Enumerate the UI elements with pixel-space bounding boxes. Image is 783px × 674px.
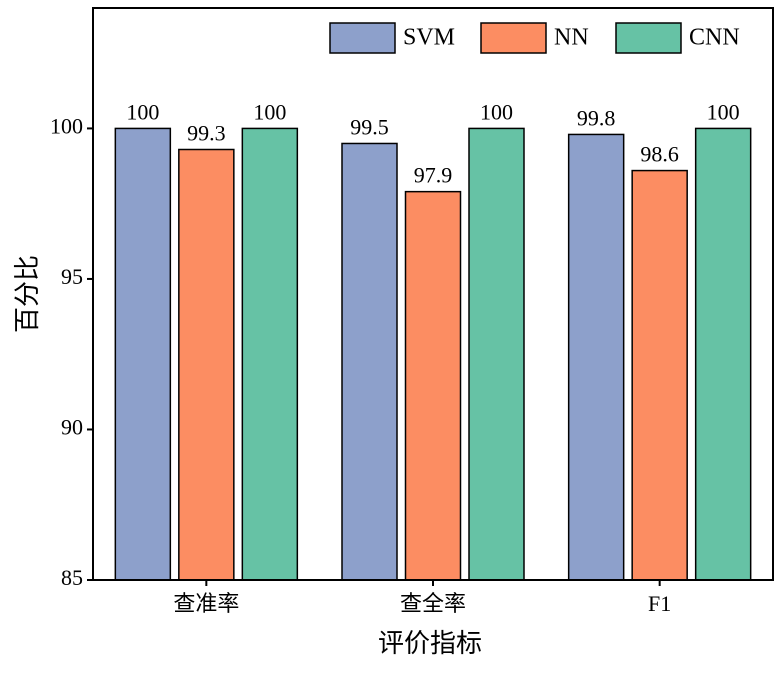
bar: [341, 142, 398, 581]
value-label: 100: [480, 99, 513, 124]
plot-frame: [92, 7, 774, 581]
x-tick-label: F1: [648, 591, 671, 616]
bar: [114, 127, 172, 581]
value-label: 99.3: [187, 121, 226, 146]
x-tick-label: 查准率: [173, 591, 239, 616]
y-tick-label: 95: [61, 264, 83, 289]
value-label: 99.8: [577, 105, 616, 130]
legend-label: NN: [554, 25, 589, 51]
value-label: 97.9: [414, 163, 453, 188]
y-axis-label: 百分比: [13, 255, 42, 333]
value-label: 100: [253, 99, 286, 124]
bar: [631, 169, 688, 581]
value-label: 98.6: [640, 142, 679, 167]
bar: [567, 133, 625, 581]
legend-swatch: [329, 22, 396, 54]
bar: [468, 127, 525, 581]
legend-swatch: [480, 22, 547, 54]
bar: [178, 148, 235, 581]
x-axis-label: 评价指标: [378, 629, 482, 658]
y-tick-label: 90: [61, 415, 83, 440]
y-tick-label: 100: [50, 113, 83, 138]
x-tick-label: 查全率: [400, 591, 466, 616]
value-label: 99.5: [350, 115, 389, 140]
legend-label: SVM: [403, 25, 455, 51]
legend-label: CNN: [689, 25, 740, 51]
y-tick-label: 85: [61, 565, 83, 590]
legend-swatch: [615, 22, 682, 54]
bar: [694, 127, 752, 581]
value-label: 100: [707, 99, 740, 124]
bar: [241, 127, 299, 581]
value-label: 100: [126, 99, 159, 124]
bar: [404, 190, 462, 581]
